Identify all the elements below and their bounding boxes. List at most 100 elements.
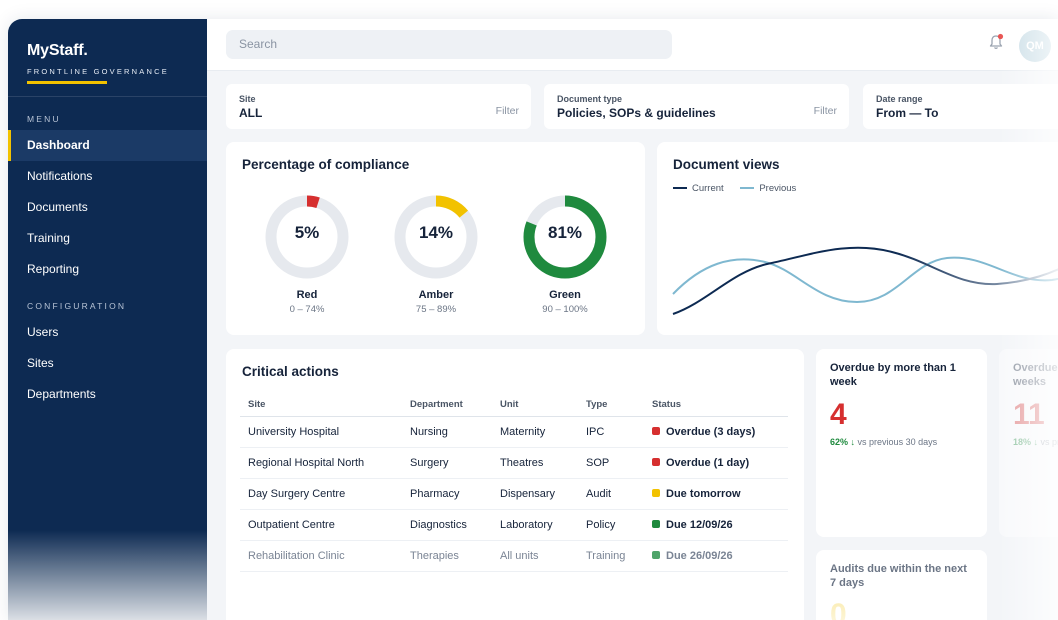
- filter-value: Policies, SOPs & guidelines: [557, 106, 716, 120]
- cell-status: Overdue (3 days): [644, 416, 788, 448]
- donut-arc-green: [523, 195, 607, 279]
- donut-amber: 14% Amber 75 – 89%: [391, 192, 481, 315]
- status-dot: [652, 550, 660, 559]
- sidebar-item-documents[interactable]: Documents: [27, 200, 88, 214]
- donut-range: 0 – 74%: [289, 304, 325, 315]
- cell-site: Day Surgery Centre: [240, 478, 402, 510]
- card-title: Document views: [673, 157, 780, 172]
- stat-value: 11: [1013, 398, 1045, 431]
- column-header-site[interactable]: Site: [240, 393, 402, 417]
- app-window: MyStaff. FRONTLINE GOVERNANCE MENU Dashb…: [8, 19, 1058, 620]
- column-header-unit[interactable]: Unit: [492, 393, 578, 417]
- document-views-card: Document views Current Previous: [657, 142, 1058, 335]
- filter-label: Date range: [876, 94, 923, 104]
- donut-chart: [523, 195, 607, 279]
- config-section-label: CONFIGURATION: [27, 301, 127, 311]
- avatar[interactable]: QM: [1019, 30, 1051, 62]
- status-dot: [652, 488, 660, 497]
- table-row[interactable]: Rehabilitation Clinic Therapies All unit…: [240, 540, 788, 572]
- compliance-card: Percentage of compliance 5% Red 0 – 74% …: [226, 142, 645, 335]
- critical-actions-table: Site Department Unit Type Status Univers…: [240, 393, 788, 572]
- filter-date-range[interactable]: Date range From — To: [863, 84, 1058, 129]
- table-row[interactable]: Regional Hospital North Surgery Theatres…: [240, 447, 788, 479]
- table-fade: [226, 594, 804, 620]
- legend-item-current: Current: [673, 183, 724, 194]
- cell-status: Due tomorrow: [644, 478, 788, 510]
- cell-unit: Laboratory: [492, 509, 578, 541]
- sidebar-item-training[interactable]: Training: [27, 231, 70, 245]
- donut-range: 90 – 100%: [542, 304, 588, 315]
- series-current-line: [672, 246, 1058, 315]
- stat-delta: 18% ↓ vs previous 30 days: [1013, 437, 1058, 447]
- bell-icon[interactable]: [987, 33, 1005, 51]
- divider: [8, 96, 207, 97]
- brand-underline: [27, 81, 107, 84]
- table-row[interactable]: University Hospital Nursing Maternity IP…: [240, 416, 788, 448]
- cell-status: Due 12/09/26: [644, 509, 788, 541]
- donut-arc-red: [265, 195, 349, 279]
- sidebar-item-departments[interactable]: Departments: [27, 387, 96, 401]
- stat-value: 4: [830, 398, 847, 431]
- status-dot: [652, 519, 660, 528]
- sidebar-item-users[interactable]: Users: [27, 325, 59, 339]
- status-dot: [652, 426, 660, 435]
- column-header-department[interactable]: Department: [402, 393, 492, 417]
- donut-arc-amber: [394, 195, 478, 279]
- chart-legend: Current Previous: [673, 183, 810, 194]
- donut-percentage: 5%: [294, 223, 320, 242]
- cell-department: Pharmacy: [402, 478, 492, 510]
- stat-title: Overdue by more than 2 weeks: [1013, 362, 1058, 388]
- search-input[interactable]: Search: [226, 30, 672, 59]
- donut-label: Red: [296, 289, 318, 301]
- stat-card-overdue-1-week[interactable]: Overdue by more than 1 week 4 62% ↓ vs p…: [816, 349, 987, 537]
- stat-card-overdue-2-weeks[interactable]: Overdue by more than 2 weeks 11 18% ↓ vs…: [999, 349, 1058, 537]
- filter-value: From — To: [876, 106, 939, 120]
- table-header-row: Site Department Unit Type Status: [240, 393, 788, 417]
- table-row[interactable]: Day Surgery Centre Pharmacy Dispensary A…: [240, 478, 788, 510]
- sidebar: MyStaff. FRONTLINE GOVERNANCE MENU Dashb…: [8, 19, 207, 620]
- filter-document-type[interactable]: Document type Policies, SOPs & guideline…: [544, 84, 849, 129]
- sidebar-item-notifications[interactable]: Notifications: [27, 169, 93, 183]
- cell-status: Overdue (1 day): [644, 447, 788, 479]
- stat-title: Audits due within the next 7 days: [830, 563, 967, 589]
- cell-type: SOP: [578, 447, 644, 479]
- table-row[interactable]: Outpatient Centre Diagnostics Laboratory…: [240, 509, 788, 541]
- cell-status: Due 26/09/26: [644, 540, 788, 572]
- cell-site: University Hospital: [240, 416, 402, 448]
- cell-site: Regional Hospital North: [240, 447, 402, 479]
- cell-unit: Theatres: [492, 447, 578, 479]
- cell-unit: Dispensary: [492, 478, 578, 510]
- column-header-type[interactable]: Type: [578, 393, 644, 417]
- sidebar-fade: [8, 530, 207, 620]
- filter-button[interactable]: Filter: [495, 105, 519, 117]
- notification-badge: [997, 33, 1004, 40]
- column-header-status[interactable]: Status: [644, 393, 788, 417]
- cell-department: Nursing: [402, 416, 492, 448]
- stat-delta: 62% ↓ vs previous 30 days: [830, 437, 938, 447]
- sidebar-item-dashboard[interactable]: Dashboard: [8, 130, 207, 161]
- cell-unit: All units: [492, 540, 578, 572]
- filter-value: ALL: [239, 106, 263, 120]
- sidebar-item-reporting[interactable]: Reporting: [27, 262, 80, 276]
- filter-label: Document type: [557, 94, 623, 104]
- donut-label: Green: [549, 289, 581, 301]
- donut-percentage: 14%: [418, 223, 454, 242]
- cell-unit: Maternity: [492, 416, 578, 448]
- stat-value: 0: [830, 598, 847, 620]
- card-title: Percentage of compliance: [242, 157, 410, 172]
- line-chart: [672, 246, 1058, 315]
- donut-chart: [265, 195, 349, 279]
- brand: MyStaff. FRONTLINE GOVERNANCE: [27, 42, 169, 84]
- sidebar-item-sites[interactable]: Sites: [27, 356, 54, 370]
- donut-red: 5% Red 0 – 74%: [262, 192, 352, 315]
- filter-button[interactable]: Filter: [813, 105, 837, 117]
- stat-card-audits-due[interactable]: Audits due within the next 7 days 0: [816, 550, 987, 620]
- cell-type: Policy: [578, 509, 644, 541]
- legend-item-previous: Previous: [740, 183, 796, 194]
- filter-site[interactable]: Site ALL Filter: [226, 84, 531, 129]
- cell-department: Therapies: [402, 540, 492, 572]
- critical-actions-card: Critical actions Site Department Unit Ty…: [226, 349, 804, 620]
- stat-title: Overdue by more than 1 week: [830, 362, 956, 388]
- cell-department: Diagnostics: [402, 509, 492, 541]
- cell-type: Audit: [578, 478, 644, 510]
